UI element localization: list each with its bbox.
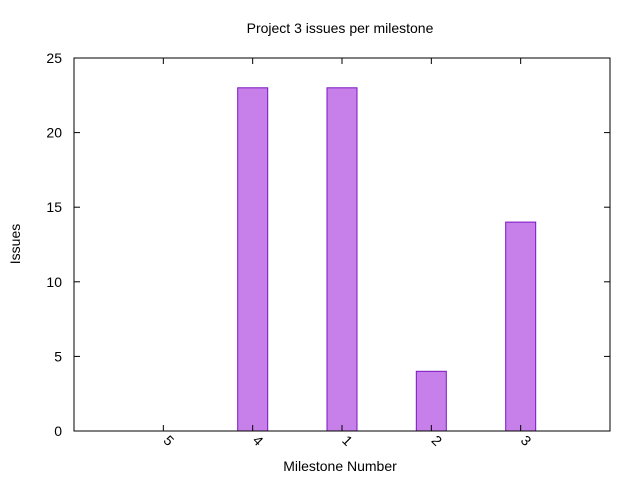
y-axis-label: Issues: [7, 224, 23, 264]
x-tick-label: 2: [428, 432, 445, 449]
x-tick-label: 1: [339, 432, 356, 449]
y-tick-label: 5: [54, 348, 62, 364]
y-tick-label: 0: [54, 423, 62, 439]
x-tick-label: 3: [518, 432, 535, 449]
chart-title: Project 3 issues per milestone: [247, 20, 434, 36]
y-tick-label: 15: [46, 199, 62, 215]
y-tick-label: 20: [46, 125, 62, 141]
x-tick-label: 4: [250, 432, 267, 449]
x-tick-label: 5: [160, 432, 177, 449]
y-tick-label: 25: [46, 50, 62, 66]
plot-frame: [73, 57, 611, 432]
bar-4: [237, 87, 269, 432]
bar-3: [505, 221, 537, 432]
bar-1: [326, 87, 358, 432]
x-axis-label: Milestone Number: [283, 458, 397, 474]
plot-area: 5 4 1 2 3 0 5 10 15 20 25: [46, 50, 611, 449]
y-tick-label: 10: [46, 274, 62, 290]
bar-2: [415, 370, 447, 432]
